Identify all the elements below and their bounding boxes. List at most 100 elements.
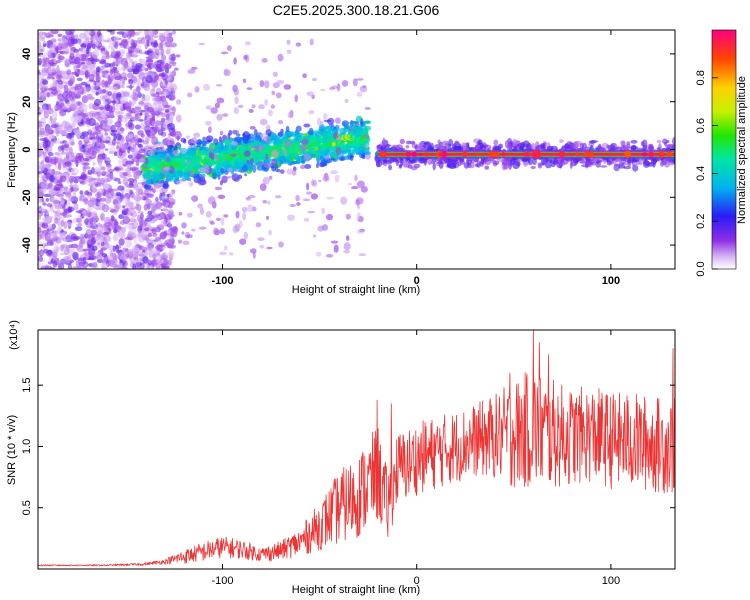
- spectrogram-cell: [153, 184, 162, 189]
- spectrogram-cell: [106, 188, 114, 193]
- spectrogram-cell: [365, 143, 369, 149]
- spectrogram-cell: [38, 207, 46, 212]
- spectrogram-cell: [128, 95, 135, 98]
- spectrogram-cell: [106, 118, 113, 124]
- spectrogram-cell: [203, 150, 207, 153]
- spectrogram-cell: [55, 60, 62, 64]
- spectrogram-cell: [309, 38, 314, 46]
- spectrogram-cell: [238, 147, 244, 154]
- spectrogram-cell: [165, 147, 173, 154]
- spectrogram-cell: [362, 128, 369, 134]
- spectrogram-cell: [133, 237, 138, 244]
- spectrogram-cell: [231, 174, 237, 180]
- spectrogram-cell: [162, 200, 171, 208]
- spectrogram-cell: [129, 190, 134, 195]
- spectrogram-cell: [126, 184, 133, 189]
- spectrogram-cell: [142, 256, 149, 264]
- spectrogram-cell: [72, 200, 77, 205]
- spectrogram-cell: [255, 222, 262, 228]
- spectrogram-cell: [322, 139, 328, 143]
- spectrogram-cell: [89, 67, 95, 75]
- spectrogram-cell: [128, 100, 133, 107]
- spectrogram-cell: [245, 196, 251, 201]
- spectrogram-cell: [39, 127, 45, 136]
- spectrogram-cell: [198, 42, 206, 46]
- spectrogram-cell: [308, 127, 314, 136]
- spectrogram-cell: [104, 242, 110, 250]
- spectrogram-cell: [129, 217, 136, 222]
- spectrogram-cell: [63, 81, 70, 85]
- spectrogram-cell: [198, 226, 207, 230]
- spectrogram-cell: [111, 104, 119, 108]
- spectrogram-cell: [52, 251, 58, 259]
- spectrogram-cell: [162, 255, 169, 259]
- spectrogram-cell: [149, 220, 155, 224]
- spectrogram-cell: [295, 133, 302, 138]
- spectrogram-cell: [169, 61, 177, 65]
- spectrogram-cell: [59, 184, 64, 189]
- spectrogram-cell: [246, 87, 253, 90]
- spectrogram-cell: [245, 144, 249, 150]
- spectrogram-cell: [247, 204, 254, 213]
- spectrogram-cell: [54, 217, 59, 225]
- spectrogram-cell: [125, 56, 131, 60]
- spectrogram-cell: [104, 51, 108, 55]
- spectrogram-cell: [58, 193, 64, 200]
- spectrogram-cell: [360, 118, 364, 125]
- spectrogram-cell: [279, 155, 287, 164]
- spectrogram-cell: [127, 154, 134, 159]
- spectrogram-cell: [180, 158, 187, 167]
- spectrogram-cell: [137, 37, 145, 41]
- spectrogram-cell: [280, 148, 284, 157]
- spectrogram-cell: [111, 191, 115, 200]
- spectrogram-cell: [227, 45, 232, 52]
- spectrogram-cell: [493, 139, 499, 146]
- spectrogram-cell: [70, 141, 75, 146]
- spectrogram-cell: [221, 175, 228, 184]
- spectrogram-cell: [133, 134, 139, 142]
- spectrogram-cell: [479, 159, 485, 165]
- spectrogram-cell: [91, 150, 97, 156]
- spectrogram-cell: [41, 222, 49, 229]
- spectrogram-cell: [145, 179, 152, 184]
- spectrogram-cell: [430, 161, 436, 164]
- spectrogram-cell: [104, 235, 109, 239]
- spectrogram-cell: [173, 162, 181, 167]
- spectrogram-cell: [49, 206, 55, 212]
- spectrogram-cell: [186, 234, 193, 238]
- spectrogram-cell: [132, 263, 137, 269]
- spectrogram-cell: [287, 131, 294, 137]
- spectrogram-cell: [143, 30, 151, 37]
- spectrogram-cell: [104, 62, 112, 68]
- spectrogram-cell: [102, 101, 108, 105]
- spectrogram-cell: [120, 143, 127, 151]
- spectrogram-cell: [263, 162, 272, 169]
- spectrogram-cell: [302, 198, 310, 202]
- spectrogram-cell: [342, 149, 347, 154]
- spectrogram-cell: [130, 140, 136, 149]
- spectrogram-cell: [250, 145, 254, 149]
- spectrogram-cell: [139, 219, 147, 228]
- spectrogram-cell: [202, 140, 208, 147]
- spectrogram-cell: [110, 132, 117, 136]
- spectrogram-cell: [131, 65, 138, 71]
- spectrogram-cell: [38, 213, 42, 217]
- spectrogram-cell: [82, 43, 87, 48]
- spectrogram-cell: [352, 78, 358, 87]
- spectrogram-cell: [102, 183, 111, 189]
- spectrogram-cell: [122, 41, 129, 47]
- spectrogram-cell: [121, 136, 125, 144]
- spectrogram-cell: [343, 242, 351, 251]
- spectrogram-cell: [325, 254, 334, 258]
- spectrogram-cell: [345, 213, 351, 220]
- spectrogram-cell: [104, 103, 111, 111]
- spectrogram-cell: [60, 98, 68, 102]
- spectrogram-cell: [144, 67, 149, 72]
- spectrogram-cell: [121, 80, 125, 89]
- spectrogram-cell: [155, 196, 159, 203]
- spectrogram-cell: [319, 147, 324, 152]
- spectrogram-cell: [259, 244, 265, 249]
- spectrogram-cell: [118, 196, 124, 202]
- spectrogram-cell: [362, 85, 367, 89]
- spectrogram-cell: [47, 261, 53, 265]
